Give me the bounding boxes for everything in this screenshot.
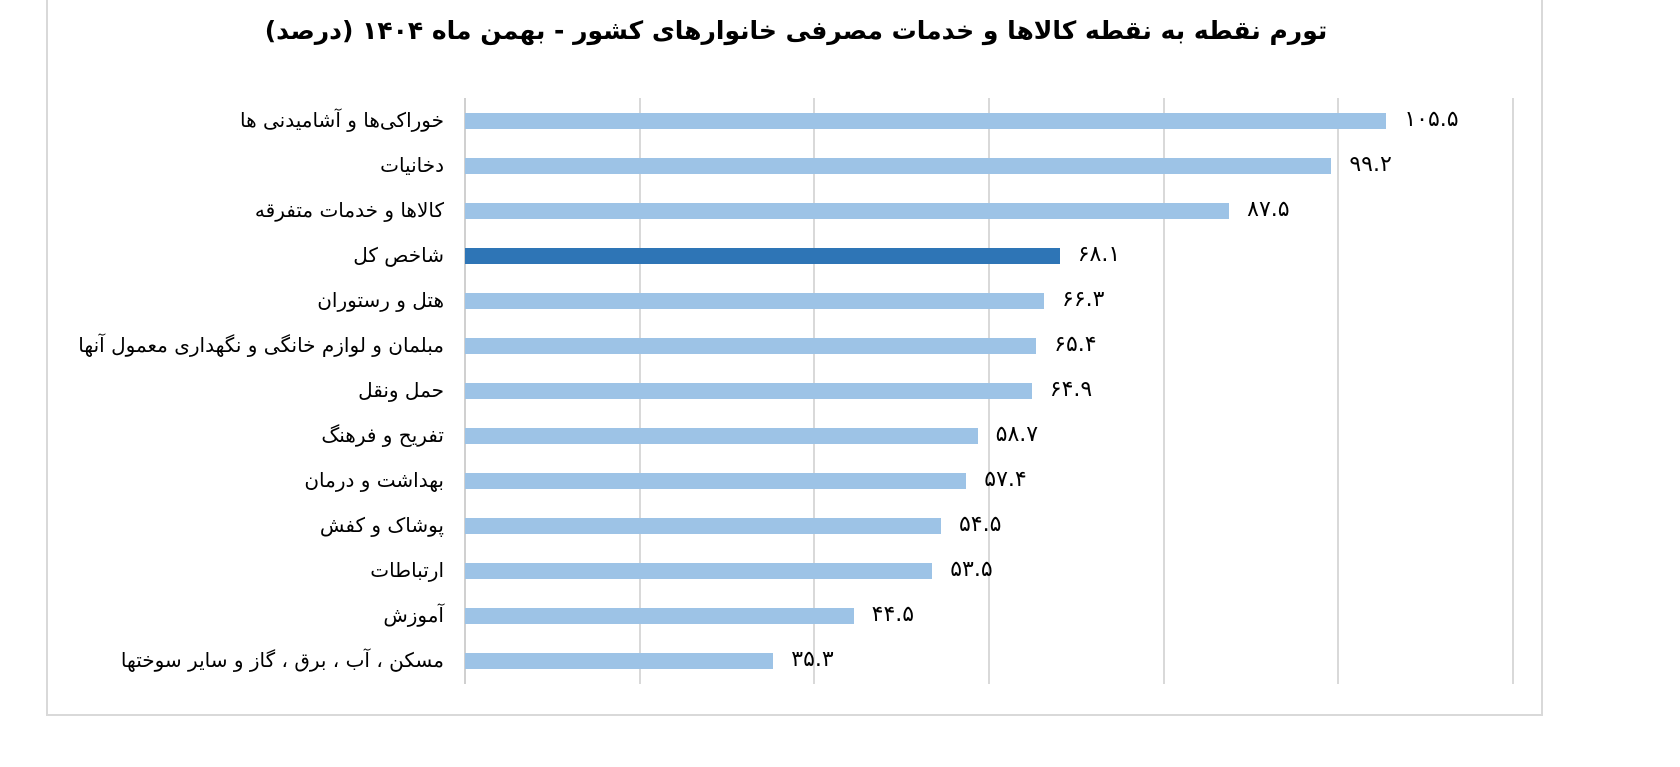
bar-row: ۵۳.۵ <box>465 548 1513 593</box>
bar-row: ۶۴.۹ <box>465 368 1513 413</box>
data-label: ۵۷.۴ <box>984 467 1027 492</box>
bar-row: ۶۵.۴ <box>465 323 1513 368</box>
category-label: دخانیات <box>380 153 444 177</box>
data-label: ۶۴.۹ <box>1049 377 1093 402</box>
bar <box>465 518 941 534</box>
category-label: حمل ونقل <box>358 378 444 402</box>
data-label: ۹۹.۲ <box>1349 152 1392 177</box>
bar <box>465 293 1045 309</box>
bar-row: ۵۸.۷ <box>465 413 1513 458</box>
data-label: ۱۰۵.۵ <box>1404 107 1459 132</box>
category-label: آموزش <box>383 603 444 627</box>
bar <box>465 653 774 669</box>
bar-row: ۵۷.۴ <box>465 458 1513 503</box>
data-label: ۵۸.۷ <box>995 422 1039 447</box>
bar-row: ۸۷.۵ <box>465 188 1513 233</box>
bar-row: ۶۸.۱ <box>465 233 1513 278</box>
bar-row: ۴۴.۵ <box>465 593 1513 638</box>
data-label: ۵۳.۵ <box>950 557 993 582</box>
bar-row: ۹۹.۲ <box>465 143 1513 188</box>
category-label: بهداشت و درمان <box>304 468 444 492</box>
category-label: پوشاک و کفش <box>319 513 444 537</box>
category-label: مبلمان و لوازم خانگی و نگهداری معمول آنه… <box>78 333 444 357</box>
gridline <box>1512 98 1514 684</box>
bar <box>465 428 978 444</box>
bar <box>465 608 854 624</box>
bar <box>465 473 967 489</box>
bar <box>465 158 1332 174</box>
data-label: ۳۵.۳ <box>791 647 834 672</box>
gridline <box>1337 98 1340 684</box>
gridline <box>1162 98 1165 684</box>
bar-row: ۳۵.۳ <box>465 638 1513 683</box>
plot-area: ۱۰۵.۵ ۹۹.۲ ۸۷.۵ ۶۸.۱ ۶۶.۳ ۶۵.۴ ۶۴.۹ ۵۸.۷ ۵۷.۴ ۵۴.… <box>464 98 1514 684</box>
category-label: ارتباطات <box>370 558 444 582</box>
bar <box>465 383 1032 399</box>
category-label: خوراکی‌ها و آشامیدنی ها <box>239 108 444 132</box>
data-label: ۴۴.۵ <box>871 602 915 627</box>
bar-row: ۱۰۵.۵ <box>465 98 1513 143</box>
data-label: ۵۴.۵ <box>958 512 1002 537</box>
bar <box>465 338 1037 354</box>
category-label: هتل و رستوران <box>317 288 444 312</box>
bar-row: ۶۶.۳ <box>465 278 1513 323</box>
category-label: مسکن ، آب ، برق ، گاز و سایر سوختها <box>120 648 444 672</box>
data-label: ۶۸.۱ <box>1077 242 1121 267</box>
bar-highlighted <box>465 248 1060 264</box>
bar <box>465 113 1387 129</box>
data-label: ۸۷.۵ <box>1247 197 1290 222</box>
category-label: کالاها و خدمات متفرقه <box>254 198 444 222</box>
data-label: ۶۶.۳ <box>1062 287 1105 312</box>
bar <box>465 203 1230 219</box>
category-label: تفریح و فرهنگ <box>321 423 444 447</box>
data-label: ۶۵.۴ <box>1054 332 1097 357</box>
chart-title: تورم نقطه به نقطه کالاها و خدمات مصرفی خ… <box>264 16 1328 45</box>
bar-row: ۵۴.۵ <box>465 503 1513 548</box>
category-label: شاخص کل <box>353 243 444 267</box>
bar <box>465 563 933 579</box>
